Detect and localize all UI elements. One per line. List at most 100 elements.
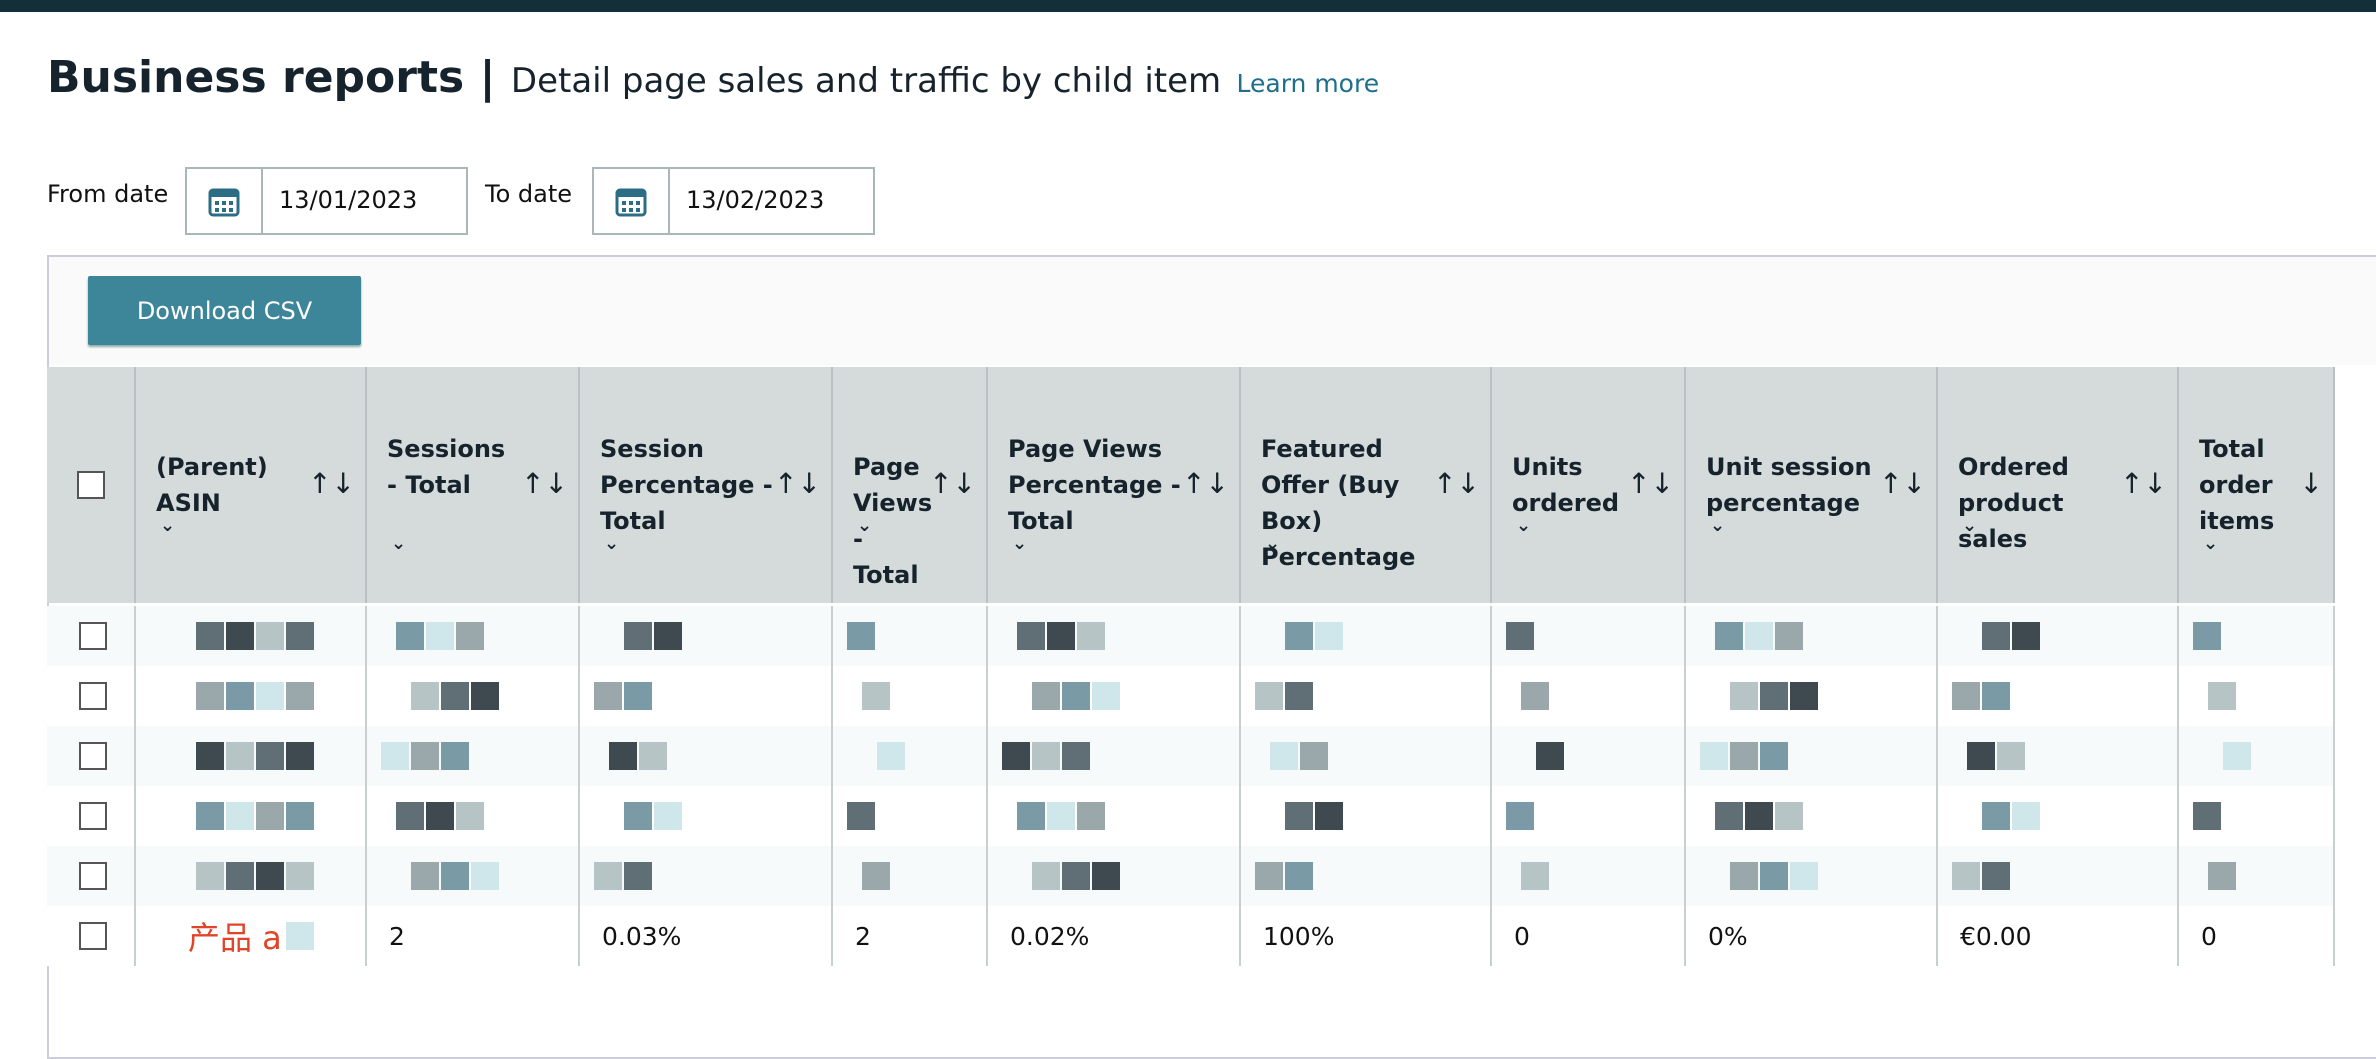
redaction bbox=[1062, 742, 1090, 770]
chevron[interactable]: ⌄ bbox=[604, 533, 620, 554]
row-select-cell bbox=[47, 846, 136, 906]
table-cell bbox=[1938, 726, 2179, 786]
redaction bbox=[2012, 622, 2040, 650]
chevron[interactable]: ⌄ bbox=[160, 515, 176, 536]
subtitle: Detail page sales and traffic by child i… bbox=[510, 61, 1222, 101]
sort-icon[interactable]: ↑↓ bbox=[2120, 467, 2167, 500]
table-cell bbox=[1686, 666, 1938, 726]
row-checkbox[interactable] bbox=[79, 802, 107, 830]
header-label: Featured Offer (Buy Box) Percentage bbox=[1261, 435, 1416, 571]
table-cell: 2 bbox=[833, 906, 988, 966]
download-csv-button[interactable]: Download CSV bbox=[88, 276, 361, 345]
table-cell: 0.03% bbox=[580, 906, 833, 966]
chevron[interactable]: ⌄ bbox=[1012, 533, 1028, 554]
header-cell[interactable]: Units ordered ↑↓ ⌄ bbox=[1492, 367, 1686, 603]
chevron[interactable]: ⌄ bbox=[391, 533, 407, 554]
row-checkbox[interactable] bbox=[79, 742, 107, 770]
redaction bbox=[441, 862, 469, 890]
sort-icon[interactable]: ↑↓ bbox=[1433, 467, 1480, 500]
redaction bbox=[1032, 742, 1060, 770]
redaction bbox=[411, 862, 439, 890]
redaction bbox=[1017, 802, 1045, 830]
redaction bbox=[1982, 862, 2010, 890]
redaction bbox=[847, 622, 875, 650]
redaction bbox=[226, 802, 254, 830]
redaction bbox=[1715, 622, 1743, 650]
sort-icon[interactable]: ↑↓ bbox=[308, 467, 355, 500]
redaction bbox=[286, 622, 314, 650]
table-cell bbox=[136, 786, 367, 846]
cell-text: 0 bbox=[1514, 921, 1530, 951]
redaction bbox=[1521, 862, 1549, 890]
header-cell[interactable]: (Parent) ASIN ↑↓ ⌄ bbox=[136, 367, 367, 603]
header-cell[interactable]: Unit session percentage ↑↓ ⌄ bbox=[1686, 367, 1938, 603]
header-cell[interactable]: Page Views Percentage - Total ↑↓ ⌄ bbox=[988, 367, 1241, 603]
table-cell bbox=[136, 666, 367, 726]
row-checkbox[interactable] bbox=[79, 682, 107, 710]
redaction bbox=[1730, 742, 1758, 770]
redaction bbox=[471, 682, 499, 710]
redaction bbox=[877, 742, 905, 770]
redaction bbox=[1967, 742, 1995, 770]
table-cell bbox=[833, 786, 988, 846]
sort-icon[interactable]: ↑↓ bbox=[1627, 467, 1674, 500]
sort-icon[interactable]: ↑↓ bbox=[774, 467, 821, 500]
redaction bbox=[381, 742, 409, 770]
table-cell: 0 bbox=[2179, 906, 2335, 966]
sort-icon[interactable]: ↓ bbox=[2299, 467, 2323, 500]
chevron[interactable]: ⌄ bbox=[857, 515, 873, 536]
sort-icon[interactable]: ↑↓ bbox=[1879, 467, 1926, 500]
chevron[interactable]: ⌄ bbox=[1962, 515, 1978, 536]
learn-more-link[interactable]: Learn more bbox=[1236, 69, 1380, 98]
header-cell[interactable]: Session Percentage - Total ↑↓ ⌄ bbox=[580, 367, 833, 603]
header-cell[interactable]: Featured Offer (Buy Box) Percentage ↑↓ ⌄ bbox=[1241, 367, 1492, 603]
chevron[interactable]: ⌄ bbox=[2203, 533, 2219, 554]
table-cell: 0% bbox=[1686, 906, 1938, 966]
redaction bbox=[396, 802, 424, 830]
sort-icon[interactable]: ↑↓ bbox=[521, 467, 568, 500]
table-cell bbox=[1686, 726, 1938, 786]
header-cell[interactable]: Page Views - Total ↑↓ ⌄ bbox=[833, 367, 988, 603]
table-cell bbox=[367, 846, 580, 906]
row-select-cell bbox=[47, 606, 136, 666]
redaction bbox=[1017, 622, 1045, 650]
redaction bbox=[1285, 862, 1313, 890]
table-cell bbox=[1241, 846, 1492, 906]
redaction bbox=[256, 742, 284, 770]
row-checkbox[interactable] bbox=[79, 922, 107, 950]
header-cell[interactable]: Total order items ↓ ⌄ bbox=[2179, 367, 2335, 603]
table-cell bbox=[1492, 606, 1686, 666]
redaction bbox=[196, 802, 224, 830]
header-label: Total order items bbox=[2199, 435, 2275, 535]
sort-icon[interactable]: ↑↓ bbox=[1182, 467, 1229, 500]
header-label: Units ordered bbox=[1512, 453, 1620, 517]
table-cell bbox=[1938, 786, 2179, 846]
header-cell[interactable]: Sessions - Total ↑↓ ⌄ bbox=[367, 367, 580, 603]
table-cell bbox=[1686, 606, 1938, 666]
row-checkbox[interactable] bbox=[79, 862, 107, 890]
redaction bbox=[654, 622, 682, 650]
toolbar bbox=[49, 257, 2376, 365]
row-select-cell bbox=[47, 906, 136, 966]
table-cell bbox=[367, 666, 580, 726]
redaction bbox=[1506, 622, 1534, 650]
chevron[interactable]: ⌄ bbox=[1516, 515, 1532, 536]
table-cell bbox=[833, 726, 988, 786]
chevron[interactable]: ⌄ bbox=[1265, 533, 1281, 554]
redaction bbox=[1077, 802, 1105, 830]
table-cell bbox=[136, 606, 367, 666]
from-date[interactable]: 13/01/2023 bbox=[185, 167, 468, 235]
cell-text: 0 bbox=[2201, 921, 2217, 951]
sort-icon[interactable]: ↑↓ bbox=[929, 467, 976, 500]
chevron[interactable]: ⌄ bbox=[1710, 515, 1726, 536]
to-value: 13/02/2023 bbox=[686, 186, 825, 214]
redaction bbox=[609, 742, 637, 770]
header-cell[interactable]: Ordered product sales ↑↓ ⌄ bbox=[1938, 367, 2179, 603]
row-checkbox[interactable] bbox=[79, 622, 107, 650]
to-date[interactable]: 13/02/2023 bbox=[592, 167, 875, 235]
table-cell: 2 bbox=[367, 906, 580, 966]
table-cell bbox=[1241, 726, 1492, 786]
redaction bbox=[1775, 802, 1803, 830]
select-all[interactable] bbox=[77, 471, 105, 499]
